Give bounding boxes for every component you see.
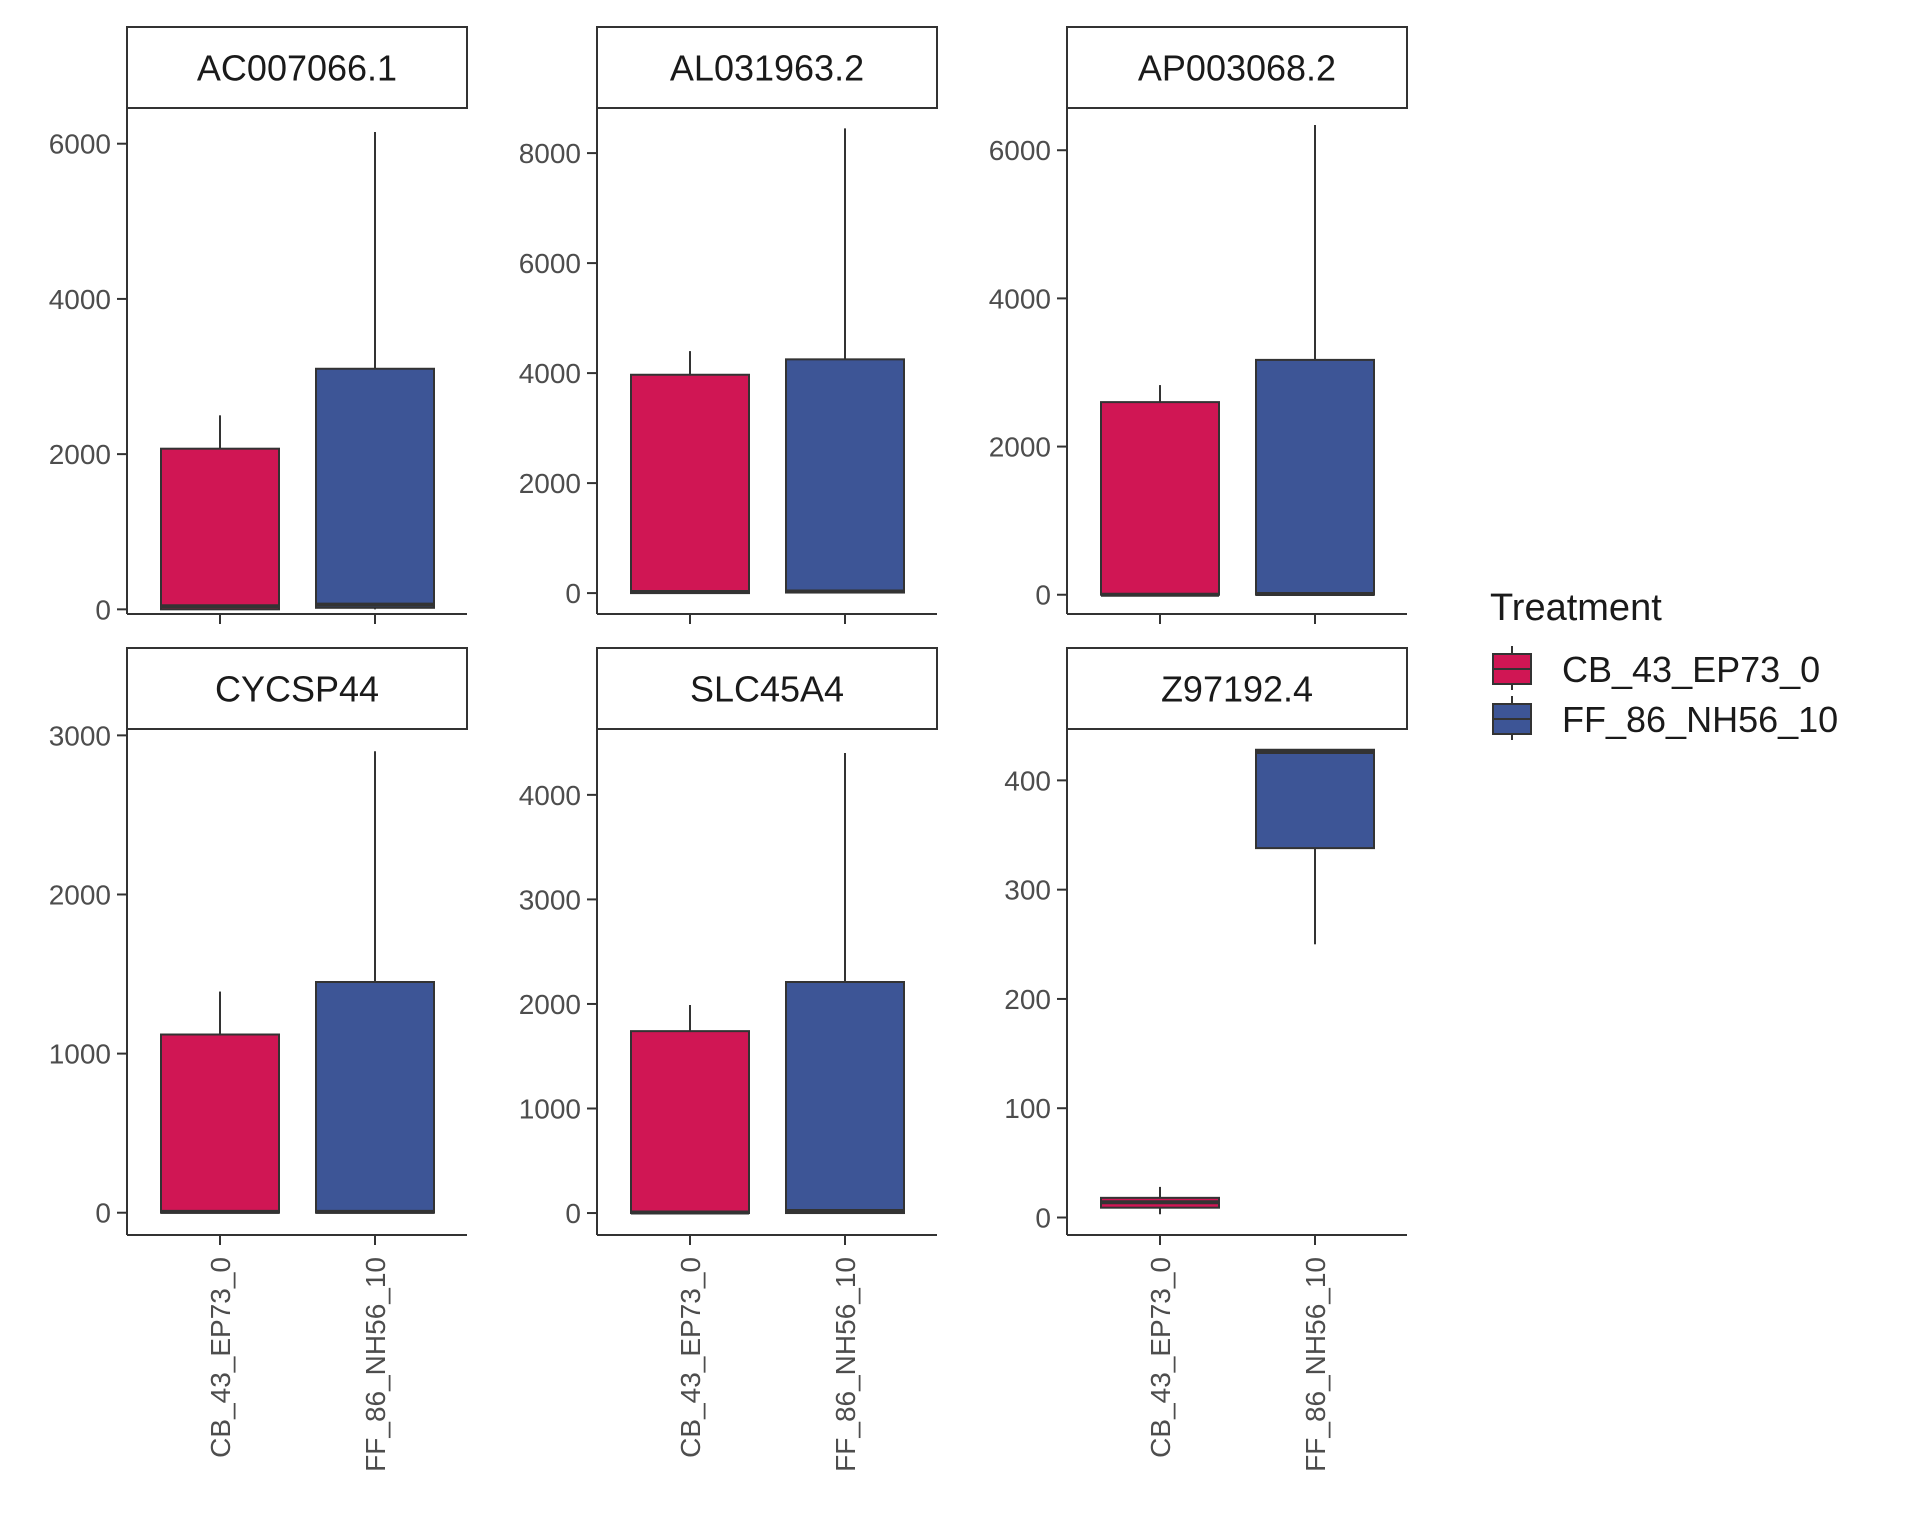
panel-ac007066-1-y-tick-label: 6000 bbox=[49, 129, 111, 160]
panel-ac007066-1-y-tick-label: 4000 bbox=[49, 284, 111, 315]
panel-ap003068-2-title: AP003068.2 bbox=[1138, 48, 1336, 89]
panel-al031963-2-title: AL031963.2 bbox=[670, 48, 864, 89]
panel-cycsp44-strip bbox=[126, 647, 468, 730]
panel-al031963-2-y-tick-label: 4000 bbox=[519, 358, 581, 389]
panel-z97192-4-y-tick-label: 400 bbox=[1004, 765, 1051, 796]
panel-al031963-2-y-tick-label: 2000 bbox=[519, 468, 581, 499]
panel-al031963-2-box-ff-86-nh56-10 bbox=[785, 358, 905, 594]
panel-cycsp44-y-tick-label: 0 bbox=[95, 1198, 111, 1229]
panel-al031963-2-box-cb-43-ep73-0 bbox=[630, 373, 750, 595]
panel-z97192-4-y-tick-label: 0 bbox=[1035, 1203, 1051, 1234]
panel-cycsp44-title: CYCSP44 bbox=[215, 669, 379, 710]
panel-ap003068-2-y-tick-label: 0 bbox=[1035, 580, 1051, 611]
legend-title: Treatment bbox=[1490, 587, 1662, 629]
panel-z97192-4-title: Z97192.4 bbox=[1161, 669, 1313, 710]
panel-ap003068-2-y-tick-label: 4000 bbox=[989, 283, 1051, 314]
panel-slc45a4-box-ff-86-nh56-10 bbox=[785, 981, 905, 1215]
x-tick-label-ff-86-nh56-10: FF_86_NH56_10 bbox=[1300, 1257, 1331, 1472]
panel-cycsp44-box-ff-86-nh56-10 bbox=[315, 981, 435, 1214]
panel-cycsp44-y-tick-label: 1000 bbox=[49, 1039, 111, 1070]
panel-ac007066-1-title: AC007066.1 bbox=[197, 48, 397, 89]
panel-ac007066-1-box-ff-86-nh56-10 bbox=[315, 367, 435, 609]
panel-cycsp44-box-cb-43-ep73-0 bbox=[160, 1033, 280, 1214]
x-tick-label-cb-43-ep73-0: CB_43_EP73_0 bbox=[1145, 1257, 1176, 1458]
panel-slc45a4-y-tick-label: 1000 bbox=[519, 1094, 581, 1125]
legend-label-cb-43-ep73-0: CB_43_EP73_0 bbox=[1562, 649, 1820, 690]
panel-z97192-4-strip bbox=[1066, 647, 1408, 730]
panel-ap003068-2-box-cb-43-ep73-0 bbox=[1100, 401, 1220, 596]
legend-label-ff-86-nh56-10: FF_86_NH56_10 bbox=[1562, 699, 1838, 740]
panel-z97192-4-box-ff-86-nh56-10 bbox=[1255, 748, 1375, 850]
panel-ac007066-1-y-tick-label: 2000 bbox=[49, 439, 111, 470]
x-tick-label-ff-86-nh56-10: FF_86_NH56_10 bbox=[360, 1257, 391, 1472]
panel-slc45a4-y-tick-label: 2000 bbox=[519, 989, 581, 1020]
panel-cycsp44-y-tick-label: 3000 bbox=[49, 720, 111, 751]
panel-slc45a4-strip bbox=[596, 647, 938, 730]
x-tick-label-ff-86-nh56-10: FF_86_NH56_10 bbox=[830, 1257, 861, 1472]
panel-al031963-2-y-tick-label: 6000 bbox=[519, 248, 581, 279]
panel-slc45a4-y-tick-label: 0 bbox=[565, 1198, 581, 1229]
panel-slc45a4-y-tick-label: 3000 bbox=[519, 884, 581, 915]
x-tick-label-cb-43-ep73-0: CB_43_EP73_0 bbox=[205, 1257, 236, 1458]
panel-slc45a4-title: SLC45A4 bbox=[690, 669, 844, 710]
panel-al031963-2-y-tick-label: 8000 bbox=[519, 138, 581, 169]
x-tick-label-cb-43-ep73-0: CB_43_EP73_0 bbox=[675, 1257, 706, 1458]
panel-ap003068-2-box-ff-86-nh56-10 bbox=[1255, 358, 1375, 596]
panel-cycsp44-y-tick-label: 2000 bbox=[49, 879, 111, 910]
panel-ap003068-2-y-tick-label: 2000 bbox=[989, 432, 1051, 463]
panel-ap003068-2-y-tick-label: 6000 bbox=[989, 135, 1051, 166]
panel-slc45a4-y-tick-label: 4000 bbox=[519, 780, 581, 811]
panel-ac007066-1-y-tick-label: 0 bbox=[95, 594, 111, 625]
panel-z97192-4-y-tick-label: 300 bbox=[1004, 875, 1051, 906]
panel-ac007066-1-box-cb-43-ep73-0 bbox=[160, 447, 280, 611]
panel-slc45a4-box-cb-43-ep73-0 bbox=[630, 1030, 750, 1215]
panel-z97192-4-y-tick-label: 200 bbox=[1004, 984, 1051, 1015]
panel-al031963-2-strip bbox=[596, 26, 938, 109]
panel-ac007066-1-strip bbox=[126, 26, 468, 109]
panel-z97192-4-y-tick-label: 100 bbox=[1004, 1093, 1051, 1124]
panel-ap003068-2-strip bbox=[1066, 26, 1408, 109]
panel-al031963-2-y-tick-label: 0 bbox=[565, 578, 581, 609]
